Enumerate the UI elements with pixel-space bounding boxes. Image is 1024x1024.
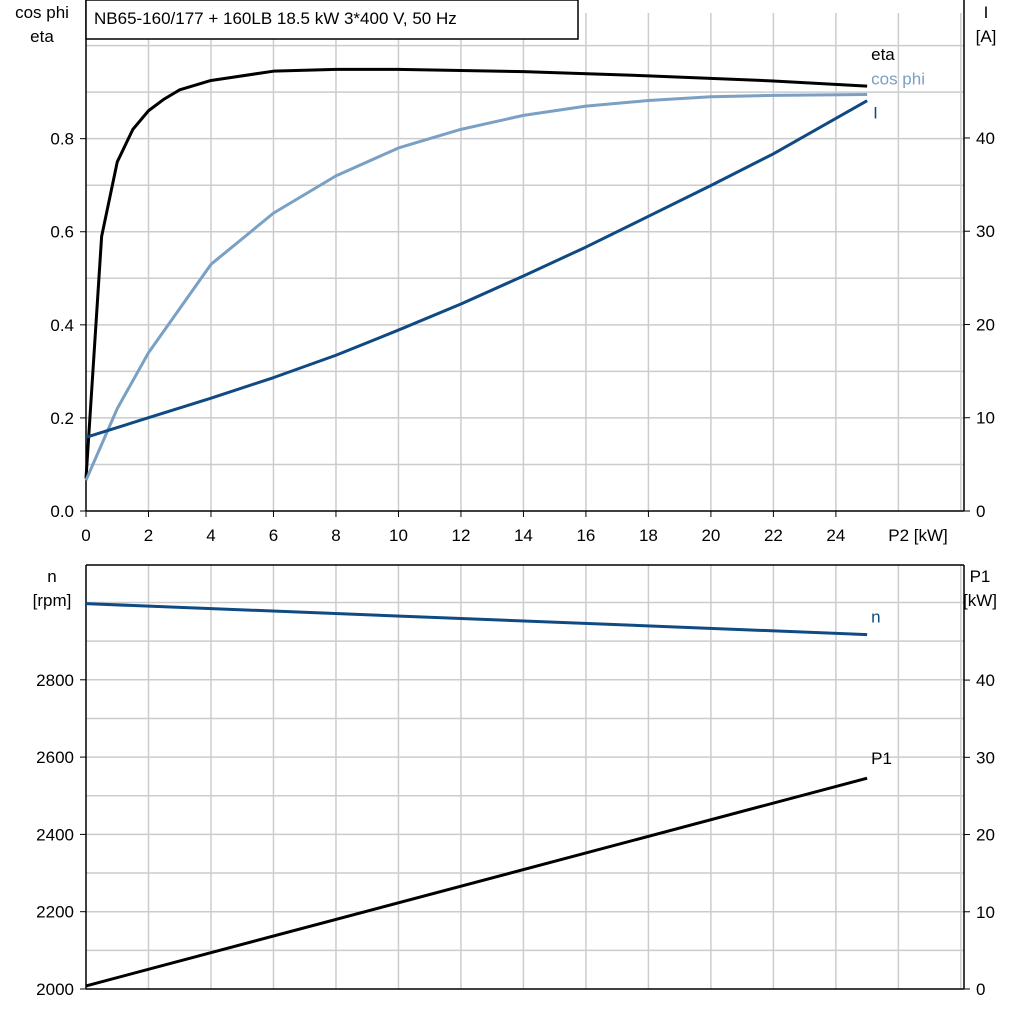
- x-axis-label: P2 [kW]: [888, 526, 948, 545]
- y-tick-label-left: 2600: [36, 748, 74, 767]
- y-tick-label-right: 30: [976, 748, 995, 767]
- y-tick-label-left: 0.6: [50, 223, 74, 242]
- y-axis-label-left: eta: [30, 27, 54, 46]
- series-label-eta: eta: [871, 45, 895, 64]
- y-axis-label-left: n: [47, 567, 56, 586]
- x-tick-label: 2: [144, 526, 153, 545]
- series-line-eta: [84, 67, 868, 479]
- y-axis-label-right: [A]: [976, 27, 997, 46]
- y-tick-label-left: 0.2: [50, 409, 74, 428]
- y-tick-label-left: 0.4: [50, 316, 74, 335]
- y-axis-label-right: [kW]: [963, 591, 997, 610]
- series-line-I: [85, 99, 868, 439]
- y-tick-label-right: 0: [976, 980, 985, 999]
- y-axis-label-right: I: [984, 3, 989, 22]
- y-tick-label-right: 0: [976, 502, 985, 521]
- x-tick-label: 22: [764, 526, 783, 545]
- y-tick-label-left: 2200: [36, 903, 74, 922]
- x-tick-label: 20: [701, 526, 720, 545]
- y-tick-label-left: 2400: [36, 825, 74, 844]
- y-tick-label-right: 20: [976, 315, 995, 334]
- y-tick-label-right: 10: [976, 409, 995, 428]
- title-box: [85, 0, 579, 40]
- x-tick-label: 4: [206, 526, 215, 545]
- x-tick-label: 0: [81, 526, 90, 545]
- y-tick-label-right: 40: [976, 671, 995, 690]
- y-axis-label-right: P1: [970, 567, 991, 586]
- series-line-n: [85, 602, 868, 637]
- x-tick-label: 16: [576, 526, 595, 545]
- x-tick-label: 10: [389, 526, 408, 545]
- x-tick-label: 18: [639, 526, 658, 545]
- y-tick-label-right: 40: [976, 129, 995, 148]
- y-tick-label-right: 20: [976, 826, 995, 845]
- x-tick-label: 14: [514, 526, 533, 545]
- x-tick-label: 12: [451, 526, 470, 545]
- series-label-I: I: [873, 104, 878, 123]
- y-tick-label-left: 0.8: [50, 130, 74, 149]
- series-line-P1: [85, 776, 868, 988]
- y-tick-label-right: 10: [976, 903, 995, 922]
- y-axis-label-left: [rpm]: [33, 591, 72, 610]
- series-line-cos-phi: [84, 92, 868, 481]
- x-tick-label: 8: [331, 526, 340, 545]
- chart-title: NB65-160/177 + 160LB 18.5 kW 3*400 V, 50…: [94, 9, 457, 28]
- x-tick-label: 6: [269, 526, 278, 545]
- y-axis-label-left: cos phi: [15, 3, 69, 22]
- x-tick-label: 24: [826, 526, 845, 545]
- y-tick-label-left: 2800: [36, 671, 74, 690]
- series-label-cos-phi: cos phi: [871, 69, 925, 88]
- series-label-n: n: [871, 608, 880, 627]
- y-tick-label-left: 0.0: [50, 502, 74, 521]
- series-label-P1: P1: [871, 749, 892, 768]
- y-tick-label-right: 30: [976, 222, 995, 241]
- y-tick-label-left: 2000: [36, 980, 74, 999]
